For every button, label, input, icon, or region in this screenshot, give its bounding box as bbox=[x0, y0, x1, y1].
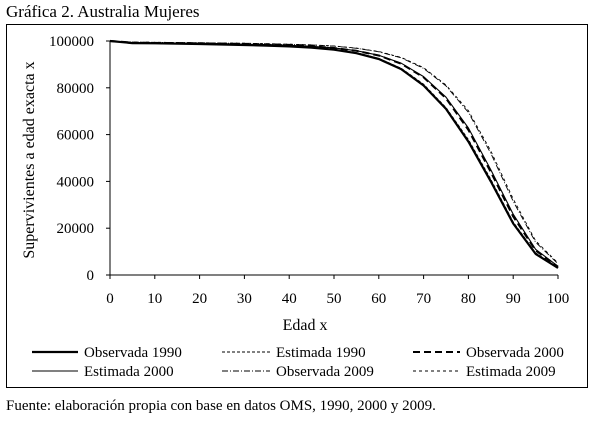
legend-label-3: Observada 2000 bbox=[466, 345, 564, 361]
legend-label-6: Estimada 2009 bbox=[466, 364, 556, 380]
x-tick-label: 20 bbox=[192, 291, 207, 307]
y-tick-label: 0 bbox=[87, 268, 95, 284]
x-tick-label: 90 bbox=[506, 291, 521, 307]
axes: 0 10 20 30 40 50 60 70 80 90 100 0 20000 40000 60000 80… bbox=[49, 34, 569, 307]
y-tick-label: 100000 bbox=[49, 34, 94, 50]
series-line-6 bbox=[109, 40, 559, 264]
x-tick-label: 80 bbox=[461, 291, 476, 307]
series-line-3 bbox=[109, 40, 559, 268]
x-tick-label: 50 bbox=[327, 291, 342, 307]
legend-label-1: Observada 1990 bbox=[84, 345, 182, 361]
x-tick-label: 100 bbox=[547, 291, 570, 307]
y-axis-label: Supervivientes a edad exacta x bbox=[21, 61, 38, 258]
series-line-2 bbox=[109, 40, 559, 268]
series-line-5 bbox=[109, 40, 559, 265]
legend-label-5: Observada 2009 bbox=[276, 364, 374, 380]
x-axis-label: Edad x bbox=[283, 317, 328, 334]
figure-title: Gráfica 2. Australia Mujeres bbox=[6, 2, 200, 21]
series-line-4 bbox=[109, 40, 559, 267]
legend-label-2: Estimada 1990 bbox=[276, 345, 366, 361]
y-tick-label: 60000 bbox=[57, 128, 95, 144]
legend: Observada 1990 Estimada 1990 Observada 200… bbox=[32, 345, 564, 380]
x-tick-label: 60 bbox=[371, 291, 386, 307]
plot-area bbox=[109, 39, 559, 269]
x-tick-label: 30 bbox=[237, 291, 252, 307]
series-line-1 bbox=[109, 39, 559, 269]
legend-label-4: Estimada 2000 bbox=[84, 364, 174, 380]
y-tick-label: 20000 bbox=[57, 221, 95, 237]
x-tick-label: 0 bbox=[106, 291, 114, 307]
x-tick-label: 70 bbox=[416, 291, 431, 307]
source-note: Fuente: elaboración propia con base en d… bbox=[6, 398, 436, 414]
chart-frame bbox=[6, 24, 588, 388]
y-tick-label: 80000 bbox=[57, 81, 95, 97]
x-tick-label: 40 bbox=[282, 291, 297, 307]
y-tick-label: 40000 bbox=[57, 174, 95, 190]
x-tick-label: 10 bbox=[147, 291, 162, 307]
